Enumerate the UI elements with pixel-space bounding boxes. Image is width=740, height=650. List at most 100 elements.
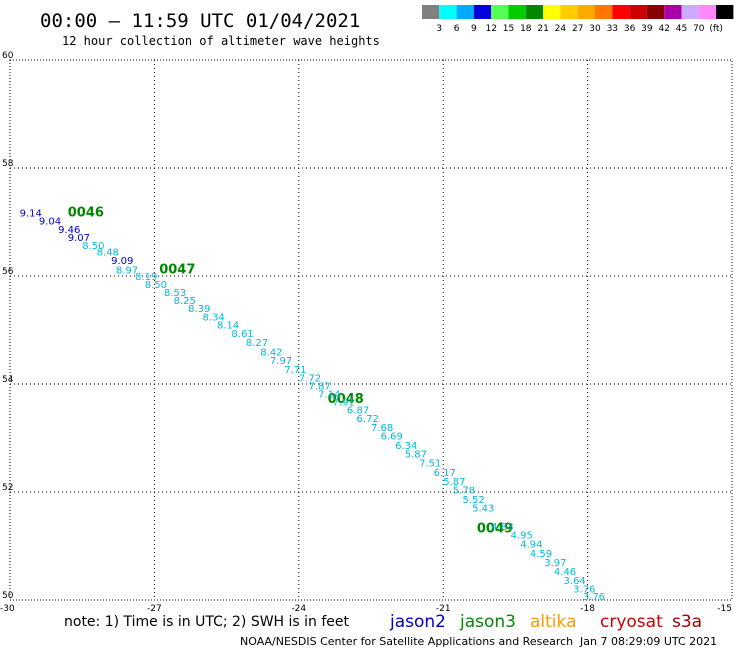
data-point-label: 8.34 [203, 312, 225, 323]
data-point-label: 6.69 [381, 432, 403, 443]
data-point-label: 7.51 [419, 459, 441, 470]
data-point-label: 8.53 [164, 288, 186, 299]
x-tick-label: -30 [0, 604, 15, 614]
satellite-altika: altika [530, 612, 577, 632]
footer-credit: NOAA/NESDIS Center for Satellite Applica… [240, 635, 573, 648]
scale-label: 42 [658, 24, 669, 34]
scale-swatch [629, 5, 647, 19]
track-label: 0047 [159, 262, 195, 277]
scale-label: 21 [537, 24, 548, 34]
satellite-jason2: jason2 [389, 612, 446, 632]
scale-swatch [508, 5, 526, 19]
satellite-s3a: s3a [672, 612, 702, 632]
scale-label: 12 [485, 24, 496, 34]
y-tick-label: 50 [2, 591, 14, 601]
y-tick-label: 60 [2, 51, 14, 61]
data-point-label: 5.52 [462, 495, 484, 506]
plot-frame [9, 59, 733, 601]
wave-height-color-scale: 3 6 9 12 15 18 21 24 27 30 33 36 39 42 45 70 (ft) [422, 5, 734, 34]
data-point-label: 5.78 [453, 486, 475, 497]
scale-swatch [595, 5, 613, 19]
scale-label: 30 [589, 24, 601, 34]
footer-timestamp: Jan 7 08:29:09 UTC 2021 [579, 635, 717, 648]
x-tick-label: -21 [436, 604, 451, 614]
scale-label: 6 [454, 24, 460, 34]
data-point-label: 5.87 [405, 449, 427, 460]
scale-label: 39 [641, 24, 653, 34]
scale-swatch [681, 5, 699, 19]
data-point-label: 3.97 [544, 558, 566, 569]
scale-swatch [473, 5, 492, 19]
data-point-label: 4.83 [491, 522, 513, 533]
data-point-label: 7.68 [371, 423, 393, 434]
data-point-label: 8.39 [188, 304, 210, 315]
track-label: 0046 [68, 206, 104, 221]
scale-label: 24 [555, 24, 567, 34]
scale-swatch [560, 5, 578, 19]
data-point-label: 9.04 [39, 217, 61, 228]
scale-label: 70 [693, 24, 705, 34]
x-tick-label: -15 [717, 604, 732, 614]
data-point-label: 3.76 [573, 584, 595, 595]
scale-swatch [698, 5, 717, 19]
data-point-label: 3.76 [583, 592, 605, 603]
satellite-legend: jason2 jason3 altika cryosat s3a [389, 612, 702, 632]
scale-label: 27 [572, 24, 583, 34]
y-tick-label: 56 [2, 267, 14, 277]
satellite-jason3: jason3 [459, 612, 516, 632]
data-point-label: 6.34 [395, 441, 417, 452]
scale-label: 33 [607, 24, 618, 34]
scale-swatch [525, 5, 544, 19]
scale-label: 45 [676, 24, 687, 34]
data-point-label: 7.91 [332, 398, 354, 409]
x-tick-labels: -30 -27 -24 -21 -18 -15 [0, 604, 732, 614]
y-tick-label: 58 [2, 159, 14, 169]
x-tick-label: -24 [291, 604, 306, 614]
data-point-label: 6.87 [347, 406, 369, 417]
data-point-label: 8.50 [82, 241, 104, 252]
data-point-label: 8.19 [135, 272, 157, 283]
scale-label: 3 [436, 24, 442, 34]
scale-swatch [543, 5, 561, 19]
chart-title: 00:00 – 11:59 UTC 01/04/2021 [40, 10, 360, 32]
scale-swatch [646, 5, 665, 19]
chart-subtitle: 12 hour collection of altimeter wave hei… [62, 34, 380, 48]
track-labels: 0046 0047 0048 0049 [68, 206, 513, 537]
data-point-label: 3.64 [564, 576, 586, 587]
data-point-label: 7.71 [284, 365, 306, 376]
data-point-label: 9.46 [58, 225, 80, 236]
scale-swatch [422, 5, 440, 19]
y-tick-labels: 60 58 56 54 52 50 [2, 51, 14, 601]
scale-swatch [456, 5, 474, 19]
data-point-label: 5.43 [472, 503, 494, 514]
scale-swatch [716, 5, 734, 19]
scale-label: 18 [520, 24, 532, 34]
data-point-label: 4.94 [520, 540, 542, 551]
scale-swatch [491, 5, 509, 19]
y-tick-label: 52 [2, 483, 13, 493]
data-point-label: 9.09 [111, 256, 133, 267]
scale-label: 15 [503, 24, 514, 34]
data-point-label: 8.25 [174, 296, 196, 307]
data-point-label: 7.97 [270, 356, 292, 367]
data-point-label: 7.72 [299, 373, 321, 384]
grid-lines [10, 60, 732, 600]
data-point-label: 4.46 [554, 567, 576, 578]
data-point-label: 5.87 [443, 477, 465, 488]
x-tick-label: -18 [580, 604, 595, 614]
data-point-label: 9.14 [20, 209, 42, 220]
data-point-label: 8.42 [260, 347, 282, 358]
data-point-label: 8.14 [217, 320, 239, 331]
scale-label: 9 [471, 24, 477, 34]
data-point-label: 8.61 [231, 329, 253, 340]
data-point-label: 8.27 [246, 338, 268, 349]
track-label: 0049 [477, 522, 513, 537]
data-point-label: 8.50 [145, 280, 167, 291]
data-points: 9.149.049.469.078.508.489.098.978.198.50… [20, 209, 605, 603]
scale-label: (ft) [709, 24, 723, 34]
satellite-cryosat: cryosat [600, 612, 663, 632]
data-point-label: 4.95 [511, 530, 533, 541]
scale-swatch [612, 5, 630, 19]
data-point-label: 7.87 [308, 381, 330, 392]
